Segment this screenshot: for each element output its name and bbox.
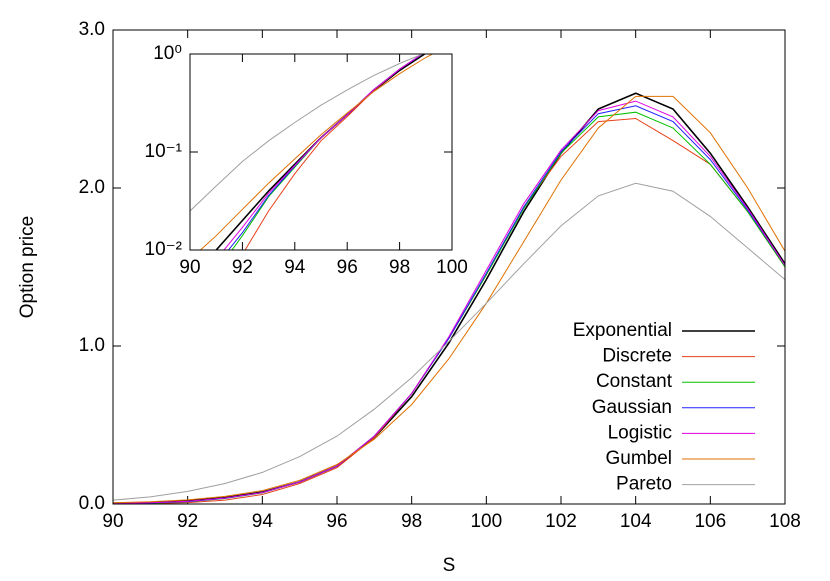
x-tick-label: 90 <box>179 257 200 278</box>
series-line <box>113 182 785 501</box>
series-line <box>227 54 424 250</box>
x-tick-label: 100 <box>470 511 502 532</box>
x-tick-label: 106 <box>694 511 726 532</box>
series-group <box>113 92 785 504</box>
y-tick-label: 10⁰ <box>153 43 182 64</box>
x-tick-label: 100 <box>436 257 468 278</box>
legend-label: Discrete <box>602 346 672 367</box>
x-tick-label: 94 <box>284 257 306 278</box>
x-axis-label: S <box>443 555 456 576</box>
y-tick-label: 0.0 <box>79 493 105 514</box>
legend-label: Gumbel <box>605 448 672 469</box>
x-tick-label: 94 <box>252 511 274 532</box>
x-tick-label: 98 <box>389 257 410 278</box>
legend-label: Pareto <box>616 474 672 495</box>
y-tick-label: 2.0 <box>79 177 105 198</box>
x-tick-label: 96 <box>337 257 358 278</box>
legend-label: Constant <box>596 371 673 392</box>
series-line <box>199 54 434 250</box>
legend-label: Exponential <box>573 320 672 341</box>
x-tick-label: 92 <box>177 511 198 532</box>
x-tick-label: 98 <box>401 511 422 532</box>
series-line <box>190 54 424 212</box>
series-group <box>190 54 434 250</box>
y-axis-label: Option price <box>17 216 38 318</box>
series-line <box>113 95 785 504</box>
x-tick-label: 96 <box>326 511 347 532</box>
x-tick-label: 104 <box>620 511 652 532</box>
series-line <box>244 54 424 250</box>
legend-label: Gaussian <box>592 397 672 418</box>
x-tick-label: 92 <box>232 257 253 278</box>
plot-border <box>112 29 786 505</box>
series-line <box>215 54 427 250</box>
plot-border <box>189 53 453 251</box>
series-line <box>113 100 785 504</box>
x-tick-label: 108 <box>769 511 801 532</box>
y-tick-label: 10⁻² <box>145 239 183 260</box>
y-tick-label: 3.0 <box>79 19 105 40</box>
legend-label: Logistic <box>608 422 672 443</box>
y-tick-label: 10⁻¹ <box>145 141 183 162</box>
x-tick-label: 90 <box>102 511 123 532</box>
y-tick-label: 1.0 <box>79 335 105 356</box>
series-line <box>223 54 423 250</box>
series-line <box>231 54 424 250</box>
x-tick-label: 102 <box>545 511 577 532</box>
plot-frame <box>189 53 453 251</box>
